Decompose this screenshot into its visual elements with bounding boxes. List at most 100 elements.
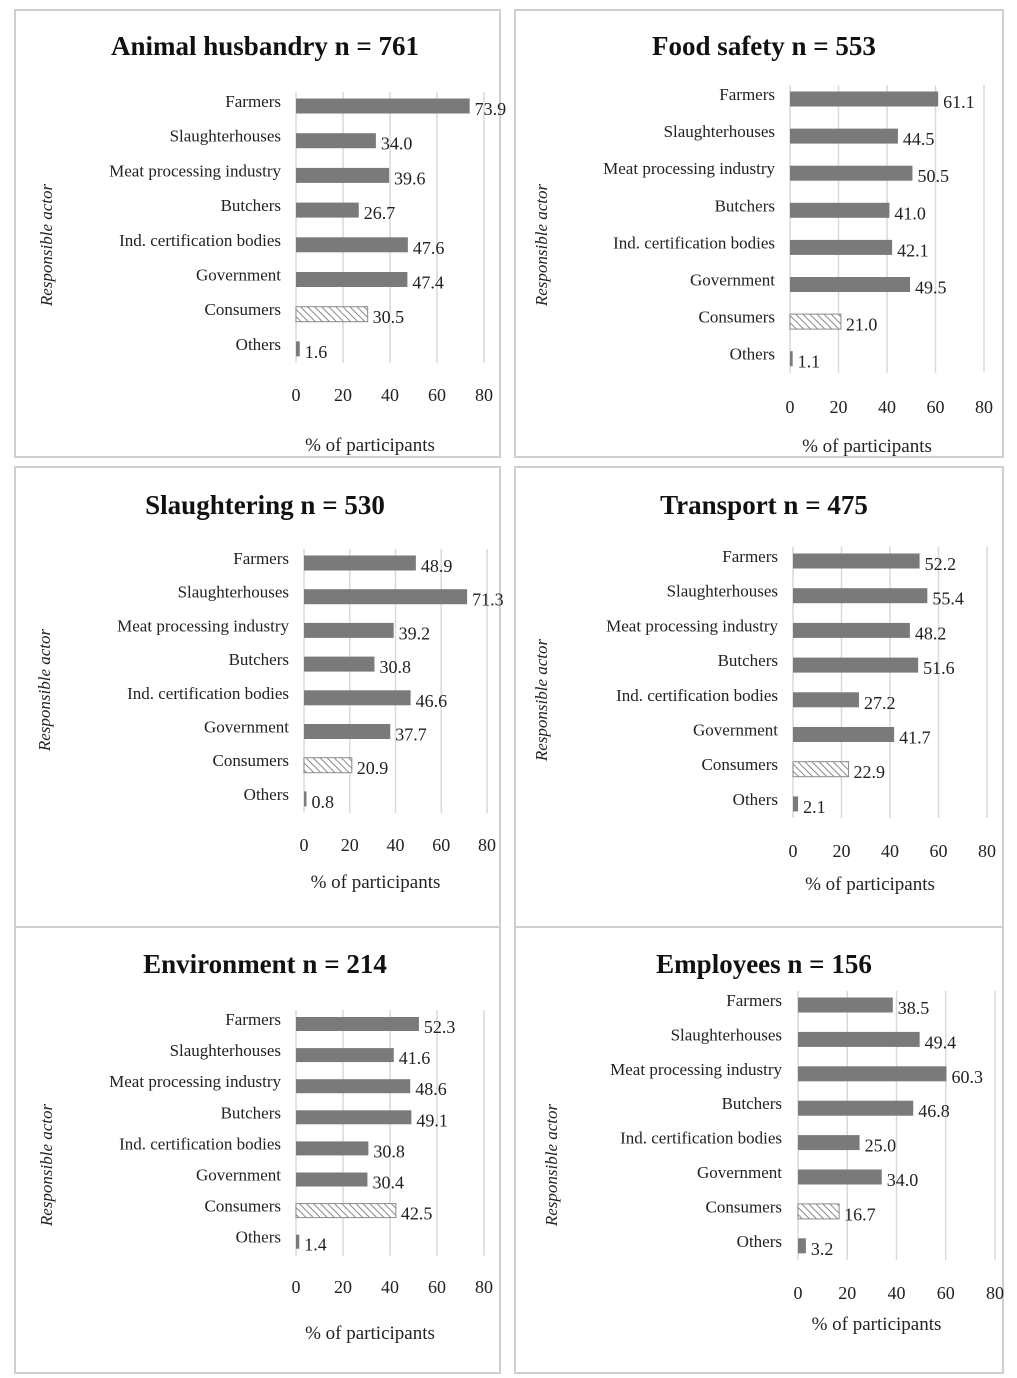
x-tick-label: 80	[478, 835, 496, 855]
data-label: 46.6	[416, 691, 448, 711]
y-axis-label: Responsible actor	[37, 183, 56, 307]
chart-title: Transport n = 475	[660, 490, 868, 520]
data-label: 48.2	[915, 623, 947, 643]
data-label: 52.3	[424, 1017, 456, 1037]
bar	[296, 202, 359, 218]
bar	[296, 1017, 419, 1031]
category-label: Government	[204, 718, 289, 737]
bar	[304, 791, 307, 807]
category-label: Slaughterhouses	[178, 583, 289, 602]
x-tick-label: 40	[381, 385, 399, 405]
bar	[296, 1172, 368, 1187]
bar	[296, 1079, 411, 1094]
category-label: Others	[236, 1228, 281, 1247]
category-label: Farmers	[726, 991, 782, 1010]
x-tick-label: 40	[387, 835, 405, 855]
category-label: Consumers	[205, 1197, 282, 1216]
data-label: 34.0	[381, 134, 413, 154]
category-label: Meat processing industry	[109, 161, 281, 180]
chart-title: Slaughtering n = 530	[145, 490, 385, 520]
category-label: Farmers	[719, 85, 775, 104]
x-tick-label: 0	[300, 835, 309, 855]
y-axis-label: Responsible actor	[532, 638, 551, 762]
data-label: 49.5	[915, 278, 947, 298]
category-label: Consumers	[706, 1197, 783, 1216]
panel-frame	[14, 9, 501, 458]
bar	[296, 272, 408, 287]
bar	[296, 1048, 394, 1063]
bar	[304, 622, 394, 638]
category-label: Slaughterhouses	[671, 1025, 782, 1044]
chart-title: Animal husbandry n = 761	[111, 31, 419, 61]
category-label: Meat processing industry	[117, 616, 289, 635]
data-label: 52.2	[925, 554, 957, 574]
category-label: Consumers	[699, 308, 776, 327]
bar	[798, 1100, 914, 1116]
category-label: Ind. certification bodies	[127, 684, 289, 703]
data-label: 16.7	[844, 1204, 876, 1224]
bar	[295, 1203, 397, 1219]
data-label: 48.6	[415, 1079, 447, 1099]
category-label: Farmers	[233, 549, 289, 568]
chart-panel: Transport n = 475 0 20 40 60 80 Farmers 52.2 Sla…	[514, 466, 1004, 928]
category-label: Ind. certification bodies	[616, 686, 778, 705]
x-tick-label: 40	[381, 1277, 399, 1297]
bar	[304, 690, 411, 706]
bar	[790, 202, 890, 218]
category-label: Meat processing industry	[109, 1072, 281, 1091]
data-label: 55.4	[932, 589, 964, 609]
panel-frame	[514, 9, 1004, 458]
data-label: 21.0	[846, 315, 878, 335]
bar	[793, 727, 895, 742]
bar	[296, 1234, 300, 1249]
x-axis-label: % of participants	[311, 872, 441, 893]
data-label: 44.5	[903, 129, 935, 149]
bar	[296, 237, 408, 253]
x-tick-label: 40	[888, 1283, 906, 1303]
bar	[304, 555, 416, 571]
x-tick-label: 0	[292, 385, 301, 405]
category-label: Ind. certification bodies	[620, 1129, 782, 1148]
data-label: 30.5	[373, 307, 405, 327]
bar	[790, 165, 913, 181]
data-label: 34.0	[887, 1170, 919, 1190]
category-label: Government	[690, 271, 775, 290]
category-label: Ind. certification bodies	[119, 1134, 281, 1153]
category-label: Others	[236, 335, 281, 354]
y-axis-label: Responsible actor	[35, 628, 54, 752]
data-label: 49.1	[416, 1110, 448, 1130]
chart-panel: Food safety n = 553 0 20 40 60 80 Farmers 61.1 S…	[514, 9, 1004, 458]
category-label: Consumers	[702, 755, 779, 774]
x-tick-label: 0	[786, 397, 795, 417]
x-tick-label: 60	[927, 397, 945, 417]
x-tick-label: 20	[830, 397, 848, 417]
data-label: 50.5	[917, 166, 949, 186]
data-label: 51.6	[923, 658, 955, 678]
category-label: Butchers	[722, 1094, 782, 1113]
category-label: Butchers	[718, 651, 778, 670]
category-label: Government	[196, 266, 281, 285]
y-axis-label: Responsible actor	[532, 183, 551, 307]
bar	[790, 239, 893, 255]
category-label: Meat processing industry	[603, 159, 775, 178]
bar	[304, 656, 375, 672]
bar	[793, 588, 928, 604]
panel-frame	[514, 926, 1004, 1374]
bar	[304, 589, 468, 605]
bar	[798, 997, 893, 1013]
x-axis-label: % of participants	[305, 435, 435, 456]
x-axis-label: % of participants	[812, 1314, 942, 1335]
x-tick-label: 60	[432, 835, 450, 855]
panel-frame	[14, 926, 501, 1374]
category-label: Others	[733, 790, 778, 809]
data-label: 30.8	[379, 657, 411, 677]
category-label: Meat processing industry	[610, 1060, 782, 1079]
bar	[295, 306, 369, 323]
x-tick-label: 80	[475, 1277, 493, 1297]
category-label: Butchers	[221, 1103, 281, 1122]
data-label: 3.2	[811, 1239, 834, 1259]
data-label: 37.7	[395, 725, 427, 745]
bar	[789, 313, 842, 330]
bar	[790, 351, 793, 367]
